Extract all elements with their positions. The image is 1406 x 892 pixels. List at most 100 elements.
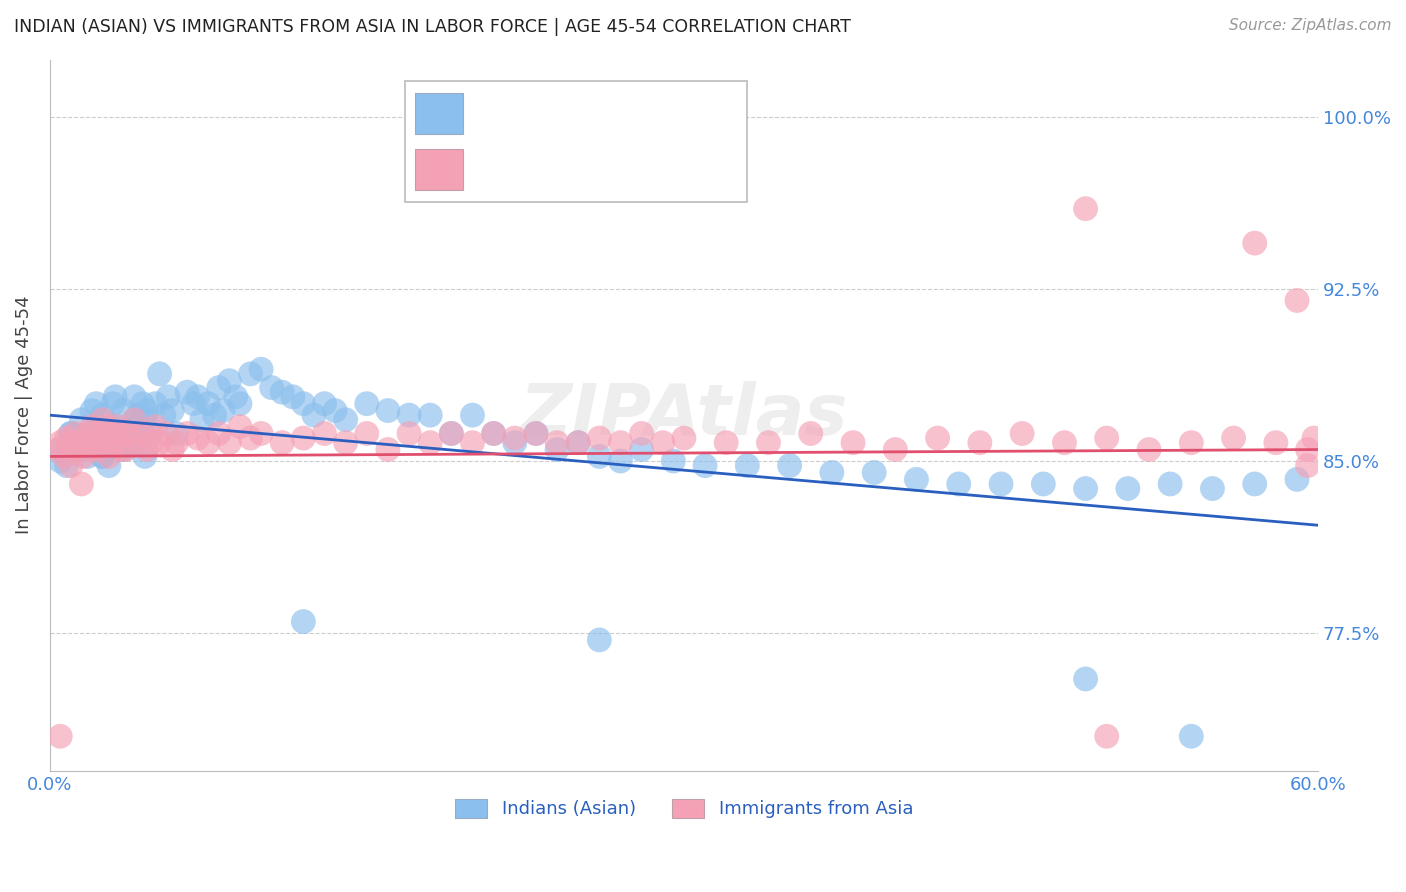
Point — [191, 413, 214, 427]
Point — [131, 397, 153, 411]
Point — [229, 419, 252, 434]
Point — [91, 450, 114, 464]
Point — [84, 426, 107, 441]
Point — [110, 435, 132, 450]
Point — [93, 419, 115, 434]
Point — [80, 403, 103, 417]
Point — [80, 419, 103, 434]
Point — [134, 450, 156, 464]
Point — [630, 442, 652, 457]
Point — [630, 426, 652, 441]
Point — [239, 431, 262, 445]
Point — [1074, 482, 1097, 496]
Point — [779, 458, 801, 473]
Point — [1095, 729, 1118, 743]
Point — [93, 435, 115, 450]
Point — [1074, 672, 1097, 686]
Point — [114, 435, 136, 450]
Point — [821, 466, 844, 480]
Point — [166, 426, 188, 441]
Point — [114, 442, 136, 457]
Point — [55, 431, 77, 445]
Point — [208, 426, 231, 441]
Point — [49, 435, 72, 450]
Point — [53, 450, 76, 464]
Point — [377, 442, 399, 457]
Point — [84, 397, 107, 411]
Point — [70, 442, 93, 457]
Point — [149, 367, 172, 381]
Point — [250, 362, 273, 376]
Point — [323, 403, 346, 417]
Point — [884, 442, 907, 457]
Point — [91, 450, 114, 464]
Point — [183, 397, 205, 411]
Point — [1011, 426, 1033, 441]
Point — [110, 442, 132, 457]
Point — [1032, 477, 1054, 491]
Point — [335, 413, 357, 427]
Point — [89, 426, 111, 441]
Point — [482, 426, 505, 441]
Point — [292, 397, 315, 411]
Point — [990, 477, 1012, 491]
Point — [80, 435, 103, 450]
Point — [70, 435, 93, 450]
Point — [104, 390, 127, 404]
Point — [927, 431, 949, 445]
Point — [588, 450, 610, 464]
Point — [76, 426, 98, 441]
Point — [440, 426, 463, 441]
Point — [1285, 472, 1308, 486]
Point — [204, 408, 226, 422]
Point — [118, 426, 141, 441]
Point — [229, 397, 252, 411]
Text: ZIPAtlas: ZIPAtlas — [520, 381, 848, 450]
Text: INDIAN (ASIAN) VS IMMIGRANTS FROM ASIA IN LABOR FORCE | AGE 45-54 CORRELATION CH: INDIAN (ASIAN) VS IMMIGRANTS FROM ASIA I… — [14, 18, 851, 36]
Point — [208, 381, 231, 395]
Point — [292, 615, 315, 629]
Point — [176, 385, 198, 400]
Point — [292, 431, 315, 445]
Point — [127, 435, 149, 450]
Point — [1222, 431, 1244, 445]
Point — [112, 403, 135, 417]
Point — [96, 442, 118, 457]
Point — [97, 450, 120, 464]
Point — [1137, 442, 1160, 457]
Point — [155, 426, 177, 441]
Point — [87, 435, 110, 450]
Point — [948, 477, 970, 491]
Point — [662, 454, 685, 468]
Point — [800, 426, 823, 441]
Y-axis label: In Labor Force | Age 45-54: In Labor Force | Age 45-54 — [15, 296, 32, 534]
Point — [118, 426, 141, 441]
Point — [651, 435, 673, 450]
Point — [546, 435, 568, 450]
Point — [187, 390, 209, 404]
Point — [567, 435, 589, 450]
Point — [335, 435, 357, 450]
Point — [127, 408, 149, 422]
Point — [737, 458, 759, 473]
Point — [239, 367, 262, 381]
Point — [59, 458, 82, 473]
Point — [49, 454, 72, 468]
Point — [135, 442, 157, 457]
Point — [546, 442, 568, 457]
Point — [139, 435, 162, 450]
Point — [863, 466, 886, 480]
Point — [419, 435, 441, 450]
Point — [1243, 477, 1265, 491]
Point — [218, 435, 240, 450]
Point — [212, 403, 235, 417]
Point — [1180, 729, 1202, 743]
Point — [1074, 202, 1097, 216]
Point — [59, 426, 82, 441]
Point — [83, 435, 105, 450]
Point — [166, 435, 188, 450]
Point — [1264, 435, 1286, 450]
Point — [271, 435, 294, 450]
Point — [101, 426, 124, 441]
Point — [588, 632, 610, 647]
